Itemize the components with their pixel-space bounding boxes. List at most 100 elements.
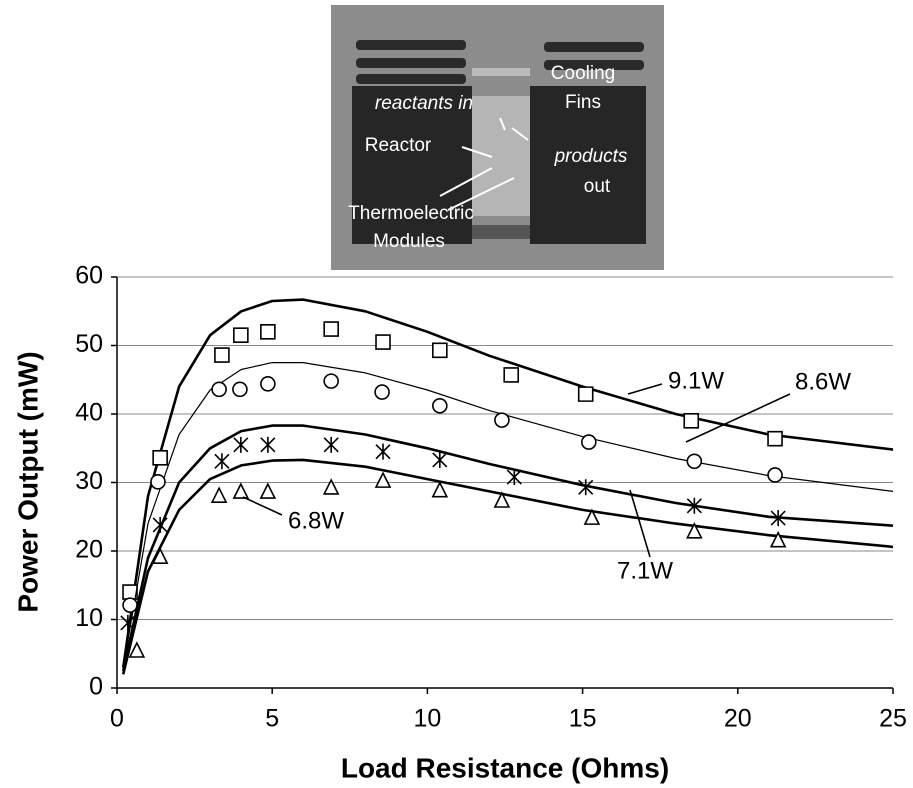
marker-square xyxy=(503,367,520,383)
annotation-leader xyxy=(627,383,663,395)
fit-curve xyxy=(121,298,894,668)
marker-circle xyxy=(232,381,248,398)
rod xyxy=(472,68,530,76)
marker-triangle xyxy=(374,471,392,488)
photo-label: Modules xyxy=(373,231,445,252)
marker-square xyxy=(323,321,339,337)
series-label: 7.1W xyxy=(617,557,673,584)
photo-label: reactants in xyxy=(375,93,473,114)
photo-inset xyxy=(331,5,664,270)
series-label: 9.1W xyxy=(668,367,724,394)
left-block xyxy=(352,86,472,244)
marker-circle xyxy=(211,381,227,398)
x-tick-label: 0 xyxy=(110,705,124,733)
y-axis-title: Power Output (mW) xyxy=(12,351,43,612)
marker-triangle xyxy=(232,482,250,499)
marker-triangle xyxy=(259,482,277,499)
marker-asterisk xyxy=(152,516,168,533)
fin xyxy=(356,40,466,50)
photo-label: Cooling xyxy=(551,63,615,84)
y-tick-label: 40 xyxy=(75,399,103,427)
marker-circle xyxy=(323,373,339,389)
marker-square xyxy=(233,327,249,344)
photo-arrow xyxy=(511,127,529,141)
marker-circle xyxy=(432,397,448,414)
marker-square xyxy=(260,324,276,340)
fit-curve xyxy=(121,424,894,672)
marker-square xyxy=(577,386,594,402)
fin xyxy=(544,60,644,70)
y-tick-label: 30 xyxy=(75,467,103,495)
x-tick-label: 20 xyxy=(724,705,752,733)
x-tick-label: 15 xyxy=(569,705,597,733)
photo-arrow xyxy=(499,117,506,131)
marker-circle xyxy=(581,434,597,450)
base xyxy=(472,225,530,239)
fin xyxy=(356,58,466,68)
marker-asterisk xyxy=(770,510,786,527)
marker-asterisk xyxy=(686,497,702,514)
marker-circle xyxy=(260,376,276,392)
marker-asterisk xyxy=(432,451,448,468)
marker-square xyxy=(375,334,391,350)
marker-triangle xyxy=(431,480,449,498)
fin xyxy=(544,42,644,52)
marker-asterisk xyxy=(578,479,594,496)
marker-asterisk xyxy=(375,443,391,460)
marker-square xyxy=(767,430,783,447)
fit-curve xyxy=(122,362,894,668)
marker-asterisk xyxy=(323,436,339,453)
y-tick-label: 50 xyxy=(75,330,103,358)
marker-square xyxy=(152,450,168,466)
x-axis-title: Load Resistance (Ohms) xyxy=(341,752,669,783)
marker-triangle xyxy=(769,530,787,548)
y-tick-label: 0 xyxy=(89,673,103,701)
marker-square xyxy=(122,584,138,600)
photo-label: Reactor xyxy=(365,135,432,156)
x-tick-label: 5 xyxy=(265,705,279,733)
y-tick-label: 20 xyxy=(75,536,103,564)
x-tick-label: 10 xyxy=(413,705,441,733)
x-tick-label: 25 xyxy=(879,705,907,733)
marker-triangle xyxy=(493,491,511,508)
marker-triangle xyxy=(686,522,703,539)
marker-square xyxy=(432,342,448,359)
photo-arrow xyxy=(447,177,515,211)
annotation-leader xyxy=(242,496,283,516)
annotation-leader xyxy=(629,489,651,558)
marker-asterisk xyxy=(120,614,136,631)
marker-asterisk xyxy=(214,453,230,470)
y-tick-label: 10 xyxy=(75,604,103,632)
marker-triangle xyxy=(583,508,601,525)
marker-circle xyxy=(767,467,783,483)
marker-asterisk xyxy=(233,436,249,453)
marker-asterisk xyxy=(506,469,522,486)
photo-label: products xyxy=(554,146,628,167)
marker-asterisk xyxy=(260,436,276,453)
marker-triangle xyxy=(151,547,169,564)
marker-square xyxy=(214,347,230,363)
marker-triangle xyxy=(128,641,146,658)
marker-circle xyxy=(122,597,138,613)
annotation-leader xyxy=(685,393,791,443)
marker-circle xyxy=(494,412,510,428)
series-label: 6.8W xyxy=(288,507,344,534)
fit-curve xyxy=(121,458,894,675)
photo-label: Thermoelectric xyxy=(348,203,474,224)
photo-label: Fins xyxy=(565,92,601,113)
marker-circle xyxy=(150,474,166,490)
reactor xyxy=(472,96,530,216)
fin xyxy=(356,74,466,84)
marker-triangle xyxy=(322,478,340,495)
series-label: 8.6W xyxy=(795,368,851,395)
photo-arrow xyxy=(439,167,493,197)
photo-arrow xyxy=(461,146,493,158)
marker-square xyxy=(683,413,700,429)
photo-label: out xyxy=(584,176,611,197)
marker-triangle xyxy=(210,486,228,503)
y-tick-label: 60 xyxy=(75,262,103,290)
marker-circle xyxy=(374,384,390,400)
right-block xyxy=(530,86,646,244)
marker-circle xyxy=(686,453,703,470)
